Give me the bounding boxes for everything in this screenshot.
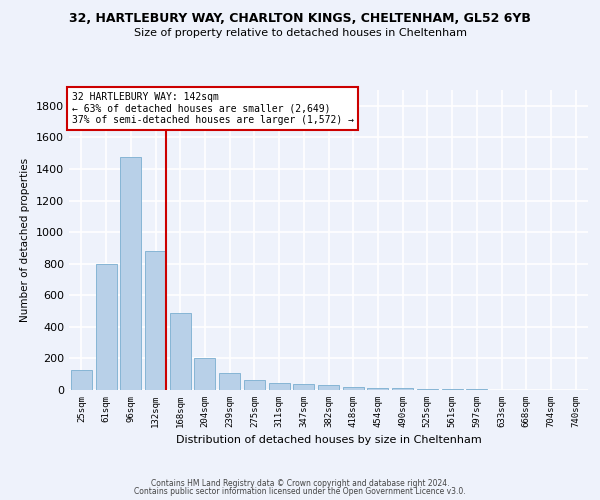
Text: 32 HARTLEBURY WAY: 142sqm
← 63% of detached houses are smaller (2,649)
37% of se: 32 HARTLEBURY WAY: 142sqm ← 63% of detac… <box>71 92 353 124</box>
Bar <box>244 380 265 390</box>
Bar <box>392 388 413 390</box>
Bar <box>219 374 240 390</box>
Text: Size of property relative to detached houses in Cheltenham: Size of property relative to detached ho… <box>133 28 467 38</box>
Bar <box>442 389 463 390</box>
Y-axis label: Number of detached properties: Number of detached properties <box>20 158 31 322</box>
Bar <box>71 370 92 390</box>
Bar <box>318 386 339 390</box>
Bar <box>120 157 141 390</box>
Bar <box>343 387 364 390</box>
Bar <box>293 384 314 390</box>
X-axis label: Distribution of detached houses by size in Cheltenham: Distribution of detached houses by size … <box>176 436 481 446</box>
Bar <box>145 251 166 390</box>
Bar <box>95 264 116 390</box>
Text: 32, HARTLEBURY WAY, CHARLTON KINGS, CHELTENHAM, GL52 6YB: 32, HARTLEBURY WAY, CHARLTON KINGS, CHEL… <box>69 12 531 26</box>
Text: Contains public sector information licensed under the Open Government Licence v3: Contains public sector information licen… <box>134 487 466 496</box>
Bar <box>170 312 191 390</box>
Bar <box>194 358 215 390</box>
Bar <box>417 388 438 390</box>
Text: Contains HM Land Registry data © Crown copyright and database right 2024.: Contains HM Land Registry data © Crown c… <box>151 478 449 488</box>
Bar <box>367 388 388 390</box>
Bar <box>269 384 290 390</box>
